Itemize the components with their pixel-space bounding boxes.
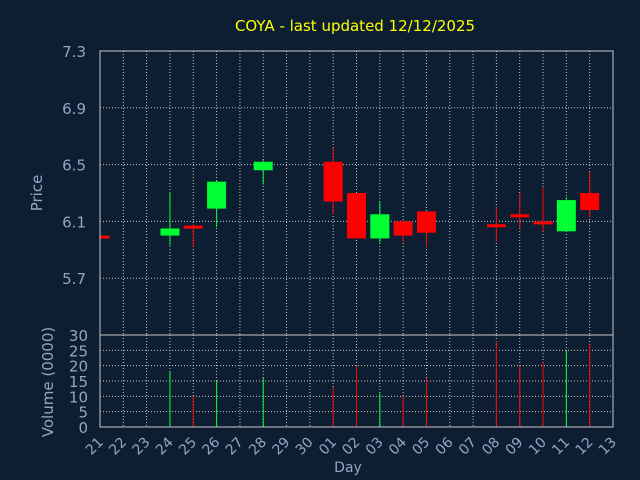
candle-body (486, 224, 506, 228)
candles (99, 147, 600, 247)
candle-body (393, 221, 413, 236)
volume-tick-label: 15 (69, 373, 88, 391)
candle-body (323, 161, 343, 202)
candle-body (183, 225, 203, 229)
price-tick-label: 6.9 (62, 100, 86, 118)
volume-bars (169, 341, 591, 427)
x-axis-ticks: 21 22 23 24 25 26 27 28 29 30 01 02 03 04 05 06 07 08 09 10… (83, 434, 620, 458)
candle-body (160, 228, 180, 236)
candle-body (207, 181, 227, 209)
x-axis-label: Day (334, 460, 362, 476)
price-tick-label: 6.5 (62, 157, 86, 175)
price-tick-label: 6.1 (62, 213, 86, 231)
volume-tick-label: 30 (69, 327, 88, 345)
price-y-ticks: 5.7 6.1 6.5 6.9 7.3 (62, 43, 86, 288)
volume-axis-label: Volume (0000) (39, 327, 57, 437)
candle-body (416, 211, 436, 233)
candle-body (347, 193, 366, 239)
price-tick-label: 7.3 (62, 43, 86, 61)
candle-body (510, 214, 530, 218)
candle-body (100, 235, 110, 239)
volume-frame (99, 334, 614, 428)
candle-body (533, 221, 553, 225)
candle-body (253, 161, 273, 171)
candle-body (580, 193, 600, 211)
volume-tick-label: 5 (78, 404, 88, 422)
volume-tick-label: 0 (78, 419, 88, 437)
chart-title: COYA - last updated 12/12/2025 (235, 17, 475, 35)
candle-body (556, 200, 576, 232)
candle-body (370, 214, 390, 239)
volume-tick-label: 25 (69, 342, 88, 360)
price-panel: 5.7 6.1 6.5 6.9 7.3 Price (28, 43, 614, 336)
volume-tick-label: 20 (69, 358, 88, 376)
volume-tick-label: 10 (69, 388, 88, 406)
price-tick-label: 5.7 (62, 270, 86, 288)
price-axis-label: Price (28, 175, 46, 212)
